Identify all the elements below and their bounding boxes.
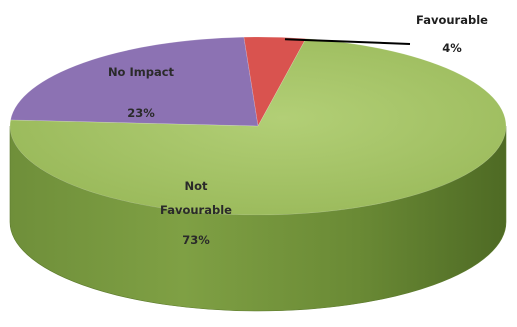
pie-top-face [9, 36, 507, 216]
slice-label-not-favourable-line1: Not [184, 179, 208, 193]
leader-line-favourable [284, 38, 411, 45]
slice-label-not-favourable-line2: Favourable [160, 203, 232, 217]
slice-label-favourable: Favourable [416, 13, 488, 27]
slice-value-no-impact: 23% [127, 106, 155, 120]
pie-slice-not-favourable [9, 38, 507, 216]
slice-label-no-impact: No Impact [108, 65, 175, 79]
pie-slice-no-impact [10, 36, 259, 127]
pie-slice-favourable [243, 36, 307, 127]
pie-leader-lines [284, 38, 411, 45]
slice-value-favourable: 4% [442, 41, 462, 55]
slice-value-not-favourable: 73% [182, 233, 210, 247]
